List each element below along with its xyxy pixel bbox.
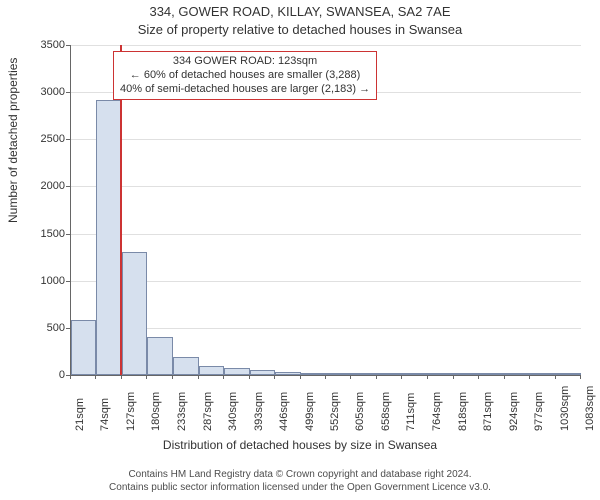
footer-line2: Contains public sector information licen…: [0, 481, 600, 494]
ytick-mark: [66, 45, 70, 46]
ytick-mark: [66, 92, 70, 93]
xtick-label: 340sqm: [227, 371, 239, 431]
xtick-label: 605sqm: [354, 371, 366, 431]
xtick-label: 552sqm: [329, 371, 341, 431]
xtick-mark: [376, 375, 377, 379]
histogram-bar: [122, 252, 147, 375]
gridline-h: [71, 328, 581, 329]
chart-container: 334, GOWER ROAD, KILLAY, SWANSEA, SA2 7A…: [0, 0, 600, 500]
ytick-label: 500: [47, 322, 65, 334]
xtick-label: 924sqm: [508, 371, 520, 431]
xtick-label: 711sqm: [405, 371, 417, 431]
xtick-mark: [121, 375, 122, 379]
xtick-mark: [274, 375, 275, 379]
histogram-bar: [71, 320, 96, 375]
xtick-label: 446sqm: [278, 371, 290, 431]
xtick-mark: [504, 375, 505, 379]
ytick-label: 1500: [41, 228, 65, 240]
xtick-mark: [350, 375, 351, 379]
xtick-mark: [478, 375, 479, 379]
plot-area: 334 GOWER ROAD: 123sqm ← 60% of detached…: [70, 45, 581, 376]
title-sub: Size of property relative to detached ho…: [0, 22, 600, 37]
xtick-label: 180sqm: [150, 371, 162, 431]
x-axis-label: Distribution of detached houses by size …: [0, 438, 600, 452]
annot-line1: 334 GOWER ROAD: 123sqm: [120, 55, 370, 69]
ytick-mark: [66, 139, 70, 140]
histogram-bar: [96, 100, 121, 375]
histogram-bar: [147, 337, 172, 375]
xtick-mark: [401, 375, 402, 379]
xtick-mark: [555, 375, 556, 379]
y-axis-label: Number of detached properties: [6, 58, 20, 223]
xtick-mark: [453, 375, 454, 379]
xtick-label: 287sqm: [202, 371, 214, 431]
title-main: 334, GOWER ROAD, KILLAY, SWANSEA, SA2 7A…: [0, 4, 600, 19]
ytick-mark: [66, 281, 70, 282]
gridline-h: [71, 139, 581, 140]
ytick-mark: [66, 328, 70, 329]
xtick-label: 1083sqm: [584, 371, 596, 431]
ytick-label: 2500: [41, 133, 65, 145]
xtick-mark: [529, 375, 530, 379]
annotation-box: 334 GOWER ROAD: 123sqm ← 60% of detached…: [113, 51, 377, 100]
xtick-label: 127sqm: [125, 371, 137, 431]
xtick-label: 658sqm: [380, 371, 392, 431]
gridline-h: [71, 186, 581, 187]
ytick-label: 0: [59, 369, 65, 381]
xtick-label: 499sqm: [304, 371, 316, 431]
xtick-label: 871sqm: [482, 371, 494, 431]
gridline-h: [71, 45, 581, 46]
xtick-label: 233sqm: [176, 371, 188, 431]
xtick-label: 764sqm: [431, 371, 443, 431]
xtick-label: 977sqm: [533, 371, 545, 431]
xtick-mark: [95, 375, 96, 379]
xtick-mark: [70, 375, 71, 379]
xtick-mark: [146, 375, 147, 379]
ytick-label: 1000: [41, 275, 65, 287]
xtick-mark: [249, 375, 250, 379]
xtick-label: 818sqm: [457, 371, 469, 431]
ytick-mark: [66, 186, 70, 187]
footer-line1: Contains HM Land Registry data © Crown c…: [0, 468, 600, 481]
xtick-mark: [198, 375, 199, 379]
ytick-mark: [66, 234, 70, 235]
xtick-label: 1030sqm: [559, 371, 571, 431]
xtick-mark: [223, 375, 224, 379]
ytick-label: 3000: [41, 86, 65, 98]
xtick-mark: [172, 375, 173, 379]
xtick-label: 393sqm: [253, 371, 265, 431]
xtick-mark: [427, 375, 428, 379]
annot-line2: ← 60% of detached houses are smaller (3,…: [120, 69, 370, 83]
footer: Contains HM Land Registry data © Crown c…: [0, 468, 600, 494]
gridline-h: [71, 281, 581, 282]
xtick-mark: [300, 375, 301, 379]
annot-line3: 40% of semi-detached houses are larger (…: [120, 83, 370, 97]
xtick-label: 21sqm: [74, 371, 86, 431]
xtick-mark: [325, 375, 326, 379]
xtick-mark: [580, 375, 581, 379]
gridline-h: [71, 234, 581, 235]
ytick-label: 2000: [41, 180, 65, 192]
xtick-label: 74sqm: [99, 371, 111, 431]
ytick-label: 3500: [41, 39, 65, 51]
